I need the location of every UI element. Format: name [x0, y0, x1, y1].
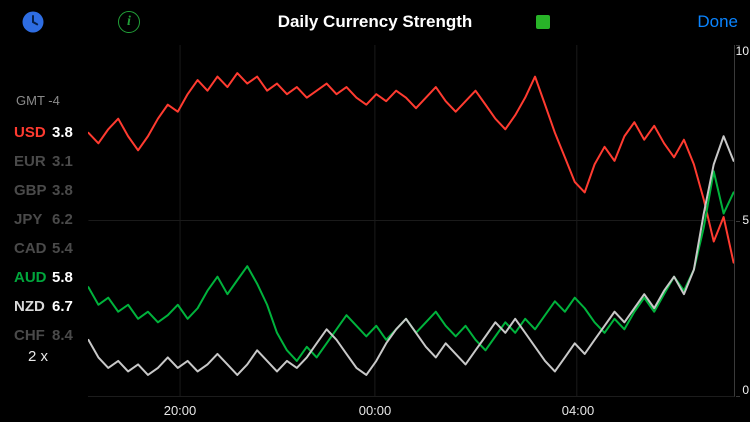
currency-code: NZD [14, 298, 45, 315]
clock-icon [22, 11, 44, 33]
currency-value: 3.8 [52, 124, 73, 141]
page-title: Daily Currency Strength [277, 12, 473, 31]
currency-row-chf[interactable]: CHF 8.4 [14, 327, 73, 347]
sidebar: GMT -4 USD 3.8 EUR 3.1 GBP 3.8 JPY 6.2 C… [0, 44, 88, 422]
series-USD-line [88, 72, 734, 264]
x-axis: 20:00 00:00 04:00 [88, 400, 735, 422]
chart-area: 0 5 10 20:00 00:00 04:00 [88, 44, 750, 422]
currency-code: CHF [14, 327, 45, 344]
navbar: i Daily Currency Strength Done [0, 0, 750, 44]
currency-value: 3.8 [52, 182, 73, 199]
done-button[interactable]: Done [697, 12, 738, 31]
zoom-control[interactable]: 2 x [28, 348, 49, 365]
currency-value: 5.8 [52, 269, 73, 286]
clock-button[interactable] [22, 11, 44, 33]
currency-code: GBP [14, 182, 47, 199]
y-axis-label: 0 [742, 383, 749, 397]
currency-row-usd[interactable]: USD 3.8 [14, 124, 73, 144]
currency-code: JPY [14, 211, 43, 228]
currency-code: CAD [14, 240, 47, 257]
info-button[interactable]: i [118, 11, 140, 33]
info-icon: i [127, 14, 131, 29]
y-axis-tick [736, 396, 740, 397]
currency-value: 5.4 [52, 240, 73, 257]
y-axis-tick [736, 45, 740, 46]
series-NZD-line [88, 135, 734, 376]
currency-row-gbp[interactable]: GBP 3.8 [14, 182, 73, 202]
currency-value: 8.4 [52, 327, 73, 344]
currency-row-nzd[interactable]: NZD 6.7 [14, 298, 73, 318]
y-axis-label: 5 [742, 213, 749, 227]
y-axis-tick [736, 221, 740, 222]
x-axis-label: 20:00 [163, 403, 197, 418]
currency-row-eur[interactable]: EUR 3.1 [14, 153, 73, 173]
strength-chart[interactable] [88, 45, 735, 397]
currency-code: EUR [14, 153, 46, 170]
currency-row-aud[interactable]: AUD 5.8 [14, 269, 73, 289]
currency-row-cad[interactable]: CAD 5.4 [14, 240, 73, 260]
x-axis-label: 04:00 [561, 403, 595, 418]
currency-value: 3.1 [52, 153, 73, 170]
currency-value: 6.2 [52, 211, 73, 228]
currency-row-jpy[interactable]: JPY 6.2 [14, 211, 73, 231]
chart-canvas [88, 45, 734, 396]
currency-code: USD [14, 124, 46, 141]
currency-code: AUD [14, 269, 47, 286]
y-axis-label: 10 [735, 44, 749, 58]
y-axis: 0 5 10 [736, 45, 750, 397]
timezone-label: GMT -4 [16, 93, 60, 108]
status-indicator-square [536, 15, 550, 29]
series-AUD-line [88, 170, 734, 362]
x-axis-label: 00:00 [358, 403, 392, 418]
currency-value: 6.7 [52, 298, 73, 315]
